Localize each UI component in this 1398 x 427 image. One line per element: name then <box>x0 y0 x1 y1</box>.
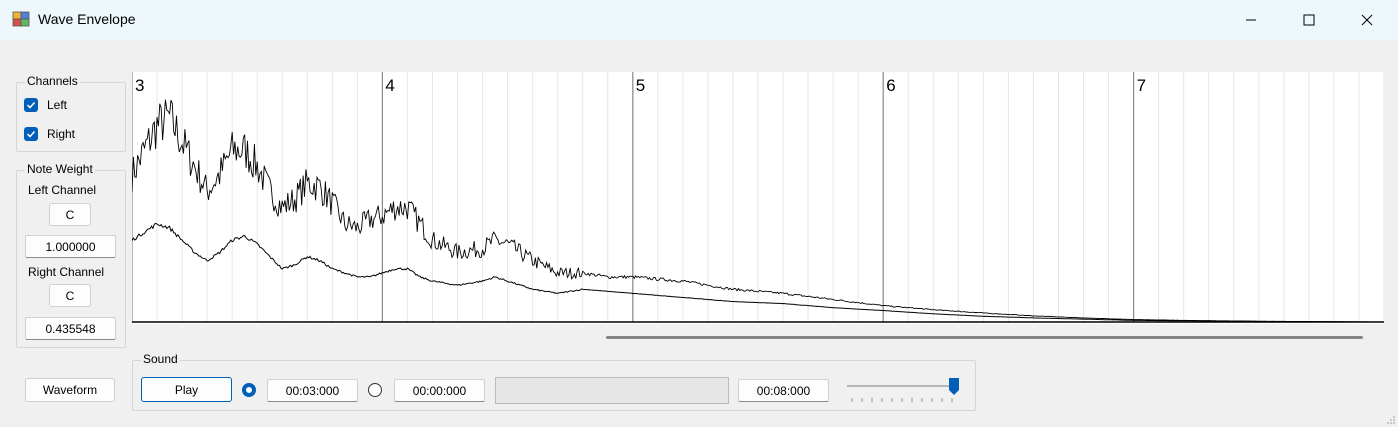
sound-legend: Sound <box>141 352 180 366</box>
sound-group <box>132 360 976 411</box>
minimize-icon <box>1246 19 1256 21</box>
x-tick-label: 4 <box>385 76 394 95</box>
checkbox-check-icon <box>24 98 38 112</box>
start-time-field[interactable]: 00:03:000 <box>267 379 358 402</box>
channels-group <box>16 82 126 152</box>
x-tick-label: 3 <box>135 76 144 95</box>
close-icon <box>1361 14 1373 26</box>
playback-progress-bar <box>495 377 729 404</box>
right-channel-envelope-line <box>131 222 1384 323</box>
resize-grip-icon[interactable] <box>1385 414 1397 426</box>
end-time-field[interactable]: 00:08:000 <box>738 379 829 402</box>
start-time-radio[interactable] <box>242 383 256 397</box>
right-note-button[interactable]: C <box>49 284 91 307</box>
app-icon <box>12 11 30 27</box>
envelope-plot: 3 4 5 6 7 <box>131 72 1385 324</box>
second-time-field[interactable]: 00:00:000 <box>394 379 485 402</box>
maximize-icon <box>1303 14 1315 26</box>
left-channel-checkbox[interactable]: Left <box>24 98 67 112</box>
x-tick-label: 6 <box>886 76 895 95</box>
left-channel-weight-label: Left Channel <box>28 183 97 197</box>
slider-ticks <box>851 398 953 402</box>
plot-scrollbar-thumb[interactable] <box>606 336 1363 339</box>
x-tick-label: 5 <box>636 76 645 95</box>
slider-track <box>847 385 957 387</box>
close-button[interactable] <box>1338 0 1396 40</box>
window-title: Wave Envelope <box>38 11 136 27</box>
checkbox-check-icon <box>24 127 38 141</box>
x-tick-label: 7 <box>1137 76 1146 95</box>
left-note-button[interactable]: C <box>49 203 91 226</box>
second-time-radio[interactable] <box>368 383 382 397</box>
envelope-chart: 3 4 5 6 7 <box>131 72 1385 323</box>
maximize-button[interactable] <box>1280 0 1338 40</box>
right-channel-label: Right <box>47 127 76 141</box>
channels-legend: Channels <box>25 74 80 88</box>
left-channel-label: Left <box>47 98 68 112</box>
slider-thumb[interactable] <box>948 377 960 397</box>
left-weight-field[interactable]: 1.000000 <box>25 235 116 258</box>
volume-slider[interactable] <box>847 377 962 407</box>
right-weight-field[interactable]: 0.435548 <box>25 317 116 340</box>
play-button[interactable]: Play <box>141 377 232 402</box>
right-channel-weight-label: Right Channel <box>28 265 105 279</box>
title-bar: Wave Envelope <box>0 0 1398 40</box>
waveform-button[interactable]: Waveform <box>25 378 115 402</box>
right-channel-checkbox[interactable]: Right <box>24 127 75 141</box>
minimize-button[interactable] <box>1222 0 1280 40</box>
note-weight-legend: Note Weight <box>25 162 95 176</box>
